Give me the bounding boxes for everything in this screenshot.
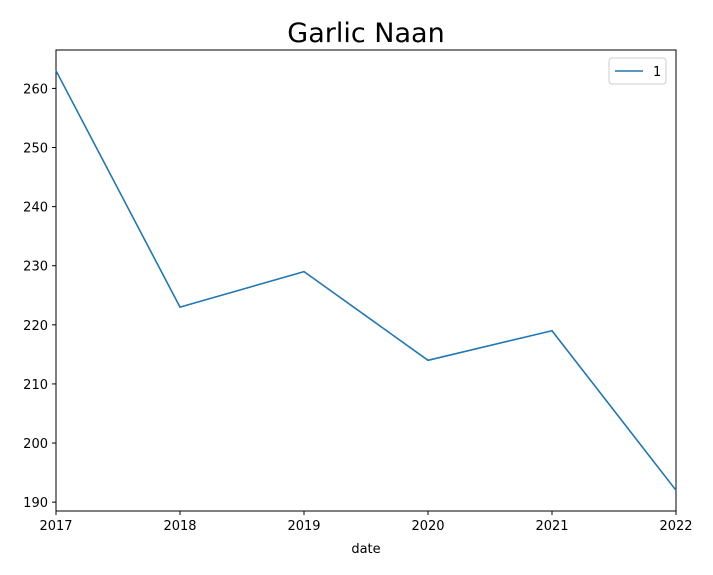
y-tick-label-190: 190 xyxy=(23,496,48,511)
y-tick-label-210: 210 xyxy=(23,378,48,393)
x-tick-label-2018: 2018 xyxy=(163,519,196,534)
x-tick-label-2019: 2019 xyxy=(287,519,320,534)
y-tick-label-200: 200 xyxy=(23,437,48,452)
y-tick-label-260: 260 xyxy=(23,82,48,97)
y-tick-label-250: 250 xyxy=(23,142,48,157)
x-tick-label-2017: 2017 xyxy=(39,519,72,534)
series-line-1 xyxy=(55,70,677,491)
x-tick-label-2022: 2022 xyxy=(659,519,692,534)
y-tick-label-220: 220 xyxy=(23,319,48,334)
data-point-2017 xyxy=(55,69,57,72)
legend-label-1: 1 xyxy=(653,65,661,80)
y-tick-label-230: 230 xyxy=(23,260,48,275)
y-tick-label-240: 240 xyxy=(23,201,48,216)
data-point-2018 xyxy=(179,306,181,308)
data-point-2020 xyxy=(427,359,429,362)
plot-area: 190 200 210 220 230 240 250 260 2017 2018 2019 2020… xyxy=(23,49,693,534)
plot-frame xyxy=(55,49,677,512)
x-axis-label: date xyxy=(351,542,380,557)
data-point-2019 xyxy=(303,270,305,273)
chart-title: Garlic Naan xyxy=(287,18,444,49)
x-tick-label-2020: 2020 xyxy=(411,519,444,534)
data-point-2021 xyxy=(551,329,553,332)
x-tick-label-2021: 2021 xyxy=(535,519,568,534)
data-point-2022 xyxy=(675,489,677,492)
